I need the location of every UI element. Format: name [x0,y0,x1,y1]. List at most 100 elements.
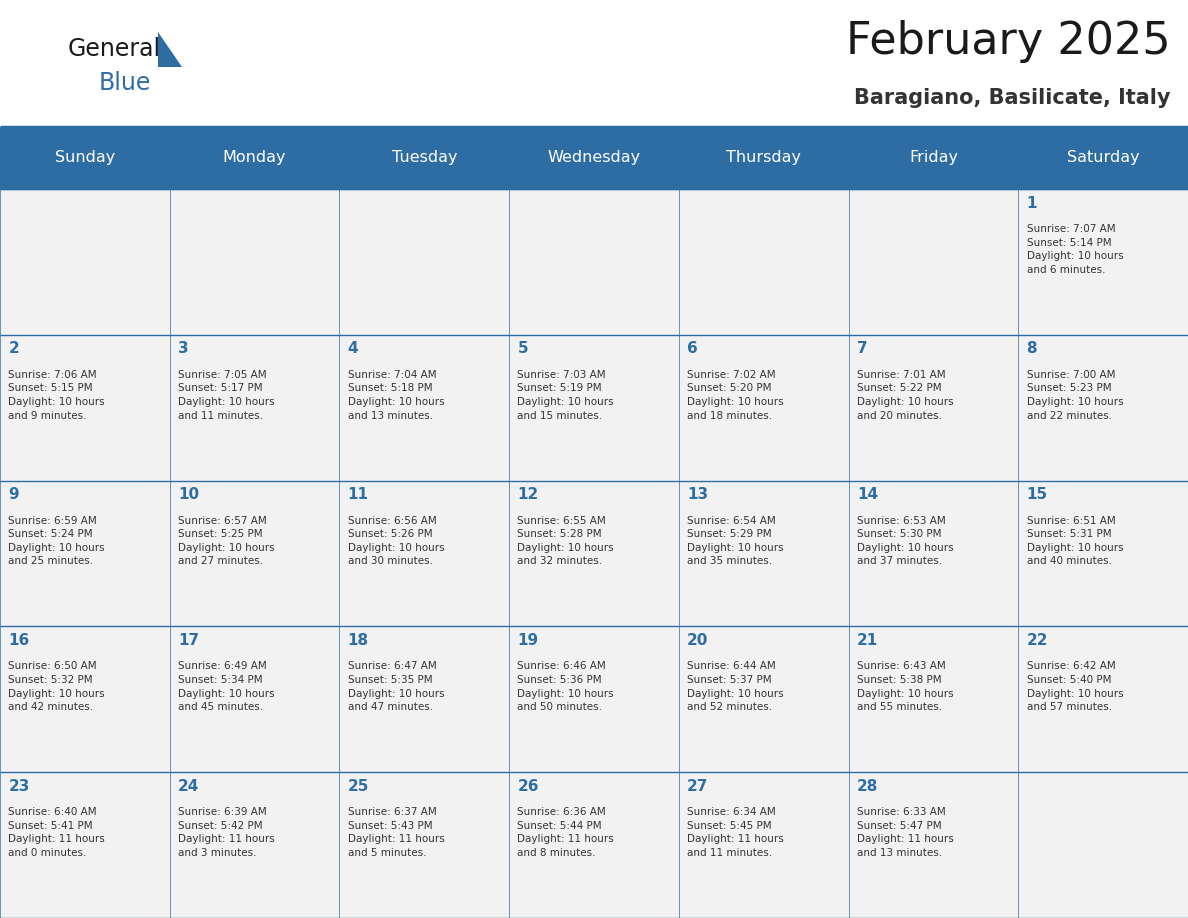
Bar [510,772,678,918]
Text: February 2025: February 2025 [846,20,1170,62]
Text: Sunrise: 7:06 AM
Sunset: 5:15 PM
Daylight: 10 hours
and 9 minutes.: Sunrise: 7:06 AM Sunset: 5:15 PM Dayligh… [8,370,105,420]
Text: Sunrise: 6:43 AM
Sunset: 5:38 PM
Daylight: 10 hours
and 55 minutes.: Sunrise: 6:43 AM Sunset: 5:38 PM Dayligh… [857,661,954,712]
Text: Sunrise: 6:54 AM
Sunset: 5:29 PM
Daylight: 10 hours
and 35 minutes.: Sunrise: 6:54 AM Sunset: 5:29 PM Dayligh… [687,516,784,566]
Text: General: General [68,37,160,61]
Bar [170,189,340,335]
Text: 10: 10 [178,487,200,502]
Bar [0,335,170,481]
Bar [510,189,678,335]
Bar [340,335,510,481]
Bar [678,772,848,918]
Text: 24: 24 [178,778,200,794]
Text: Sunrise: 6:40 AM
Sunset: 5:41 PM
Daylight: 11 hours
and 0 minutes.: Sunrise: 6:40 AM Sunset: 5:41 PM Dayligh… [8,807,105,858]
Text: Sunrise: 7:01 AM
Sunset: 5:22 PM
Daylight: 10 hours
and 20 minutes.: Sunrise: 7:01 AM Sunset: 5:22 PM Dayligh… [857,370,954,420]
Bar [1018,772,1188,918]
Bar [678,189,848,335]
Text: 9: 9 [8,487,19,502]
Text: 15: 15 [1026,487,1048,502]
Text: Sunrise: 6:57 AM
Sunset: 5:25 PM
Daylight: 10 hours
and 27 minutes.: Sunrise: 6:57 AM Sunset: 5:25 PM Dayligh… [178,516,274,566]
Text: Sunrise: 6:47 AM
Sunset: 5:35 PM
Daylight: 10 hours
and 47 minutes.: Sunrise: 6:47 AM Sunset: 5:35 PM Dayligh… [348,661,444,712]
Bar [1018,626,1188,772]
Text: 22: 22 [1026,633,1048,648]
Bar [170,772,340,918]
Text: 11: 11 [348,487,368,502]
Bar [848,335,1018,481]
Text: Sunrise: 6:59 AM
Sunset: 5:24 PM
Daylight: 10 hours
and 25 minutes.: Sunrise: 6:59 AM Sunset: 5:24 PM Dayligh… [8,516,105,566]
Bar [0,0,1188,127]
Text: 20: 20 [687,633,708,648]
Bar [1018,335,1188,481]
Text: Sunrise: 6:56 AM
Sunset: 5:26 PM
Daylight: 10 hours
and 30 minutes.: Sunrise: 6:56 AM Sunset: 5:26 PM Dayligh… [348,516,444,566]
Text: Sunrise: 6:42 AM
Sunset: 5:40 PM
Daylight: 10 hours
and 57 minutes.: Sunrise: 6:42 AM Sunset: 5:40 PM Dayligh… [1026,661,1123,712]
Text: 14: 14 [857,487,878,502]
Bar [170,481,340,626]
Bar [340,481,510,626]
Text: Saturday: Saturday [1067,151,1139,165]
Bar [1018,189,1188,335]
Text: 8: 8 [1026,341,1037,356]
Bar [1018,481,1188,626]
Text: Monday: Monday [223,151,286,165]
Text: Wednesday: Wednesday [548,151,640,165]
Bar [0,481,170,626]
Bar [0,127,1188,189]
Text: 5: 5 [518,341,529,356]
Bar [0,189,170,335]
Text: 16: 16 [8,633,30,648]
Text: Sunrise: 6:55 AM
Sunset: 5:28 PM
Daylight: 10 hours
and 32 minutes.: Sunrise: 6:55 AM Sunset: 5:28 PM Dayligh… [518,516,614,566]
Bar [340,772,510,918]
Text: 21: 21 [857,633,878,648]
Text: Sunrise: 6:51 AM
Sunset: 5:31 PM
Daylight: 10 hours
and 40 minutes.: Sunrise: 6:51 AM Sunset: 5:31 PM Dayligh… [1026,516,1123,566]
Bar [170,335,340,481]
Text: 12: 12 [518,487,538,502]
Bar [848,189,1018,335]
Text: Sunrise: 7:03 AM
Sunset: 5:19 PM
Daylight: 10 hours
and 15 minutes.: Sunrise: 7:03 AM Sunset: 5:19 PM Dayligh… [518,370,614,420]
Text: Sunrise: 6:34 AM
Sunset: 5:45 PM
Daylight: 11 hours
and 11 minutes.: Sunrise: 6:34 AM Sunset: 5:45 PM Dayligh… [687,807,784,858]
Text: Sunrise: 6:36 AM
Sunset: 5:44 PM
Daylight: 11 hours
and 8 minutes.: Sunrise: 6:36 AM Sunset: 5:44 PM Dayligh… [518,807,614,858]
Text: Sunrise: 7:04 AM
Sunset: 5:18 PM
Daylight: 10 hours
and 13 minutes.: Sunrise: 7:04 AM Sunset: 5:18 PM Dayligh… [348,370,444,420]
Text: Sunrise: 6:44 AM
Sunset: 5:37 PM
Daylight: 10 hours
and 52 minutes.: Sunrise: 6:44 AM Sunset: 5:37 PM Dayligh… [687,661,784,712]
Text: 25: 25 [348,778,369,794]
Text: 23: 23 [8,778,30,794]
Text: 17: 17 [178,633,200,648]
Text: 3: 3 [178,341,189,356]
Text: 13: 13 [687,487,708,502]
Bar [340,626,510,772]
Bar [510,481,678,626]
Text: Sunrise: 6:39 AM
Sunset: 5:42 PM
Daylight: 11 hours
and 3 minutes.: Sunrise: 6:39 AM Sunset: 5:42 PM Dayligh… [178,807,274,858]
Text: Sunrise: 7:00 AM
Sunset: 5:23 PM
Daylight: 10 hours
and 22 minutes.: Sunrise: 7:00 AM Sunset: 5:23 PM Dayligh… [1026,370,1123,420]
Text: Thursday: Thursday [726,151,801,165]
Text: Sunday: Sunday [55,151,115,165]
Text: 26: 26 [518,778,539,794]
Bar [678,626,848,772]
Text: Sunrise: 6:46 AM
Sunset: 5:36 PM
Daylight: 10 hours
and 50 minutes.: Sunrise: 6:46 AM Sunset: 5:36 PM Dayligh… [518,661,614,712]
Bar [678,481,848,626]
Text: 1: 1 [1026,196,1037,210]
Bar [510,335,678,481]
Text: Friday: Friday [909,151,958,165]
Text: 6: 6 [687,341,697,356]
Text: Sunrise: 7:02 AM
Sunset: 5:20 PM
Daylight: 10 hours
and 18 minutes.: Sunrise: 7:02 AM Sunset: 5:20 PM Dayligh… [687,370,784,420]
Bar [0,626,170,772]
Text: 2: 2 [8,341,19,356]
Bar [848,772,1018,918]
Text: Tuesday: Tuesday [392,151,457,165]
Bar [340,189,510,335]
Text: Sunrise: 6:37 AM
Sunset: 5:43 PM
Daylight: 11 hours
and 5 minutes.: Sunrise: 6:37 AM Sunset: 5:43 PM Dayligh… [348,807,444,858]
Text: Sunrise: 7:05 AM
Sunset: 5:17 PM
Daylight: 10 hours
and 11 minutes.: Sunrise: 7:05 AM Sunset: 5:17 PM Dayligh… [178,370,274,420]
Text: 7: 7 [857,341,867,356]
Text: 18: 18 [348,633,368,648]
Text: Sunrise: 6:49 AM
Sunset: 5:34 PM
Daylight: 10 hours
and 45 minutes.: Sunrise: 6:49 AM Sunset: 5:34 PM Dayligh… [178,661,274,712]
Text: Blue: Blue [99,71,151,95]
Polygon shape [158,32,182,67]
Text: Sunrise: 7:07 AM
Sunset: 5:14 PM
Daylight: 10 hours
and 6 minutes.: Sunrise: 7:07 AM Sunset: 5:14 PM Dayligh… [1026,224,1123,274]
Bar [510,626,678,772]
Bar [170,626,340,772]
Text: Baragiano, Basilicate, Italy: Baragiano, Basilicate, Italy [854,88,1170,108]
Text: Sunrise: 6:50 AM
Sunset: 5:32 PM
Daylight: 10 hours
and 42 minutes.: Sunrise: 6:50 AM Sunset: 5:32 PM Dayligh… [8,661,105,712]
Text: 27: 27 [687,778,708,794]
Text: Sunrise: 6:53 AM
Sunset: 5:30 PM
Daylight: 10 hours
and 37 minutes.: Sunrise: 6:53 AM Sunset: 5:30 PM Dayligh… [857,516,954,566]
Bar [848,481,1018,626]
Text: 4: 4 [348,341,359,356]
Text: 28: 28 [857,778,878,794]
